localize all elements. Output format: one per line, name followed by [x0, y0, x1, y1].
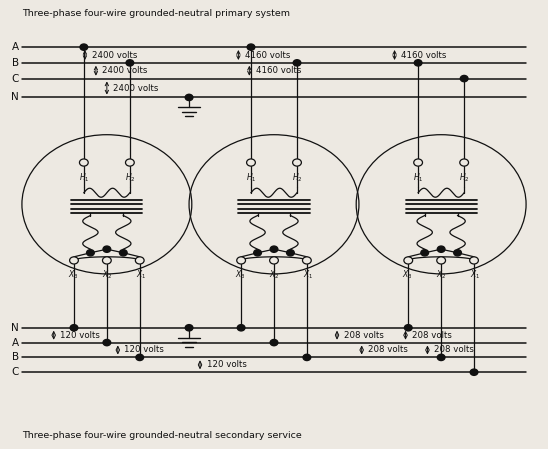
Text: 208 volts: 208 volts: [344, 330, 384, 340]
Text: $X_1$: $X_1$: [135, 269, 146, 281]
Circle shape: [125, 159, 134, 166]
Text: $H_1$: $H_1$: [246, 172, 256, 184]
Circle shape: [136, 354, 144, 361]
Circle shape: [437, 354, 445, 361]
Text: $X_2$: $X_2$: [101, 269, 112, 281]
Circle shape: [87, 250, 94, 256]
Text: $X_3$: $X_3$: [235, 269, 246, 281]
Text: 2400 volts: 2400 volts: [92, 50, 137, 60]
Circle shape: [270, 246, 278, 252]
Text: N: N: [12, 323, 19, 333]
Text: $H_2$: $H_2$: [292, 172, 302, 184]
Text: 208 volts: 208 volts: [412, 330, 452, 340]
Circle shape: [185, 94, 193, 101]
Text: 208 volts: 208 volts: [368, 345, 408, 355]
Text: Three-phase four-wire grounded-neutral primary system: Three-phase four-wire grounded-neutral p…: [22, 9, 290, 18]
Circle shape: [119, 250, 127, 256]
Circle shape: [237, 325, 245, 331]
Circle shape: [293, 60, 301, 66]
Circle shape: [414, 159, 423, 166]
Circle shape: [70, 257, 78, 264]
Circle shape: [470, 369, 478, 375]
Text: C: C: [12, 367, 19, 377]
Text: 4160 volts: 4160 volts: [256, 66, 301, 75]
Circle shape: [404, 325, 412, 331]
Text: $X_1$: $X_1$: [470, 269, 481, 281]
Text: $X_3$: $X_3$: [402, 269, 413, 281]
Circle shape: [293, 159, 301, 166]
Text: $X_3$: $X_3$: [67, 269, 78, 281]
Circle shape: [302, 257, 311, 264]
Circle shape: [270, 339, 278, 346]
Text: 120 volts: 120 volts: [60, 330, 100, 340]
Circle shape: [287, 250, 294, 256]
Circle shape: [414, 60, 422, 66]
Text: A: A: [12, 42, 19, 52]
Text: $X_2$: $X_2$: [436, 269, 447, 281]
Circle shape: [437, 246, 445, 252]
Text: $H_1$: $H_1$: [413, 172, 424, 184]
Circle shape: [103, 246, 111, 252]
Text: $H_2$: $H_2$: [459, 172, 470, 184]
Text: 4160 volts: 4160 volts: [401, 50, 447, 60]
Circle shape: [437, 257, 446, 264]
Circle shape: [247, 44, 255, 50]
Circle shape: [470, 257, 478, 264]
Circle shape: [102, 257, 111, 264]
Circle shape: [454, 250, 461, 256]
Text: 120 volts: 120 volts: [124, 345, 164, 355]
Circle shape: [80, 44, 88, 50]
Circle shape: [460, 75, 468, 82]
Circle shape: [185, 325, 193, 331]
Text: A: A: [12, 338, 19, 348]
Circle shape: [247, 159, 255, 166]
Text: $X_1$: $X_1$: [302, 269, 313, 281]
Circle shape: [404, 257, 413, 264]
Text: Three-phase four-wire grounded-neutral secondary service: Three-phase four-wire grounded-neutral s…: [22, 431, 301, 440]
Text: 2400 volts: 2400 volts: [102, 66, 148, 75]
Circle shape: [421, 250, 429, 256]
Text: $X_2$: $X_2$: [269, 269, 279, 281]
Circle shape: [103, 339, 111, 346]
Text: $H_1$: $H_1$: [78, 172, 89, 184]
Circle shape: [135, 257, 144, 264]
Text: 2400 volts: 2400 volts: [113, 84, 159, 92]
Text: C: C: [12, 74, 19, 84]
Circle shape: [460, 159, 469, 166]
Circle shape: [126, 60, 134, 66]
Circle shape: [303, 354, 311, 361]
Text: 120 volts: 120 volts: [207, 360, 247, 370]
Text: 4160 volts: 4160 volts: [245, 50, 290, 60]
Circle shape: [79, 159, 88, 166]
Circle shape: [237, 257, 246, 264]
Text: B: B: [12, 58, 19, 68]
Text: B: B: [12, 352, 19, 362]
Circle shape: [254, 250, 261, 256]
Circle shape: [70, 325, 78, 331]
Text: N: N: [12, 92, 19, 102]
Text: $H_2$: $H_2$: [124, 172, 135, 184]
Text: 208 volts: 208 volts: [434, 345, 474, 355]
Circle shape: [270, 257, 278, 264]
